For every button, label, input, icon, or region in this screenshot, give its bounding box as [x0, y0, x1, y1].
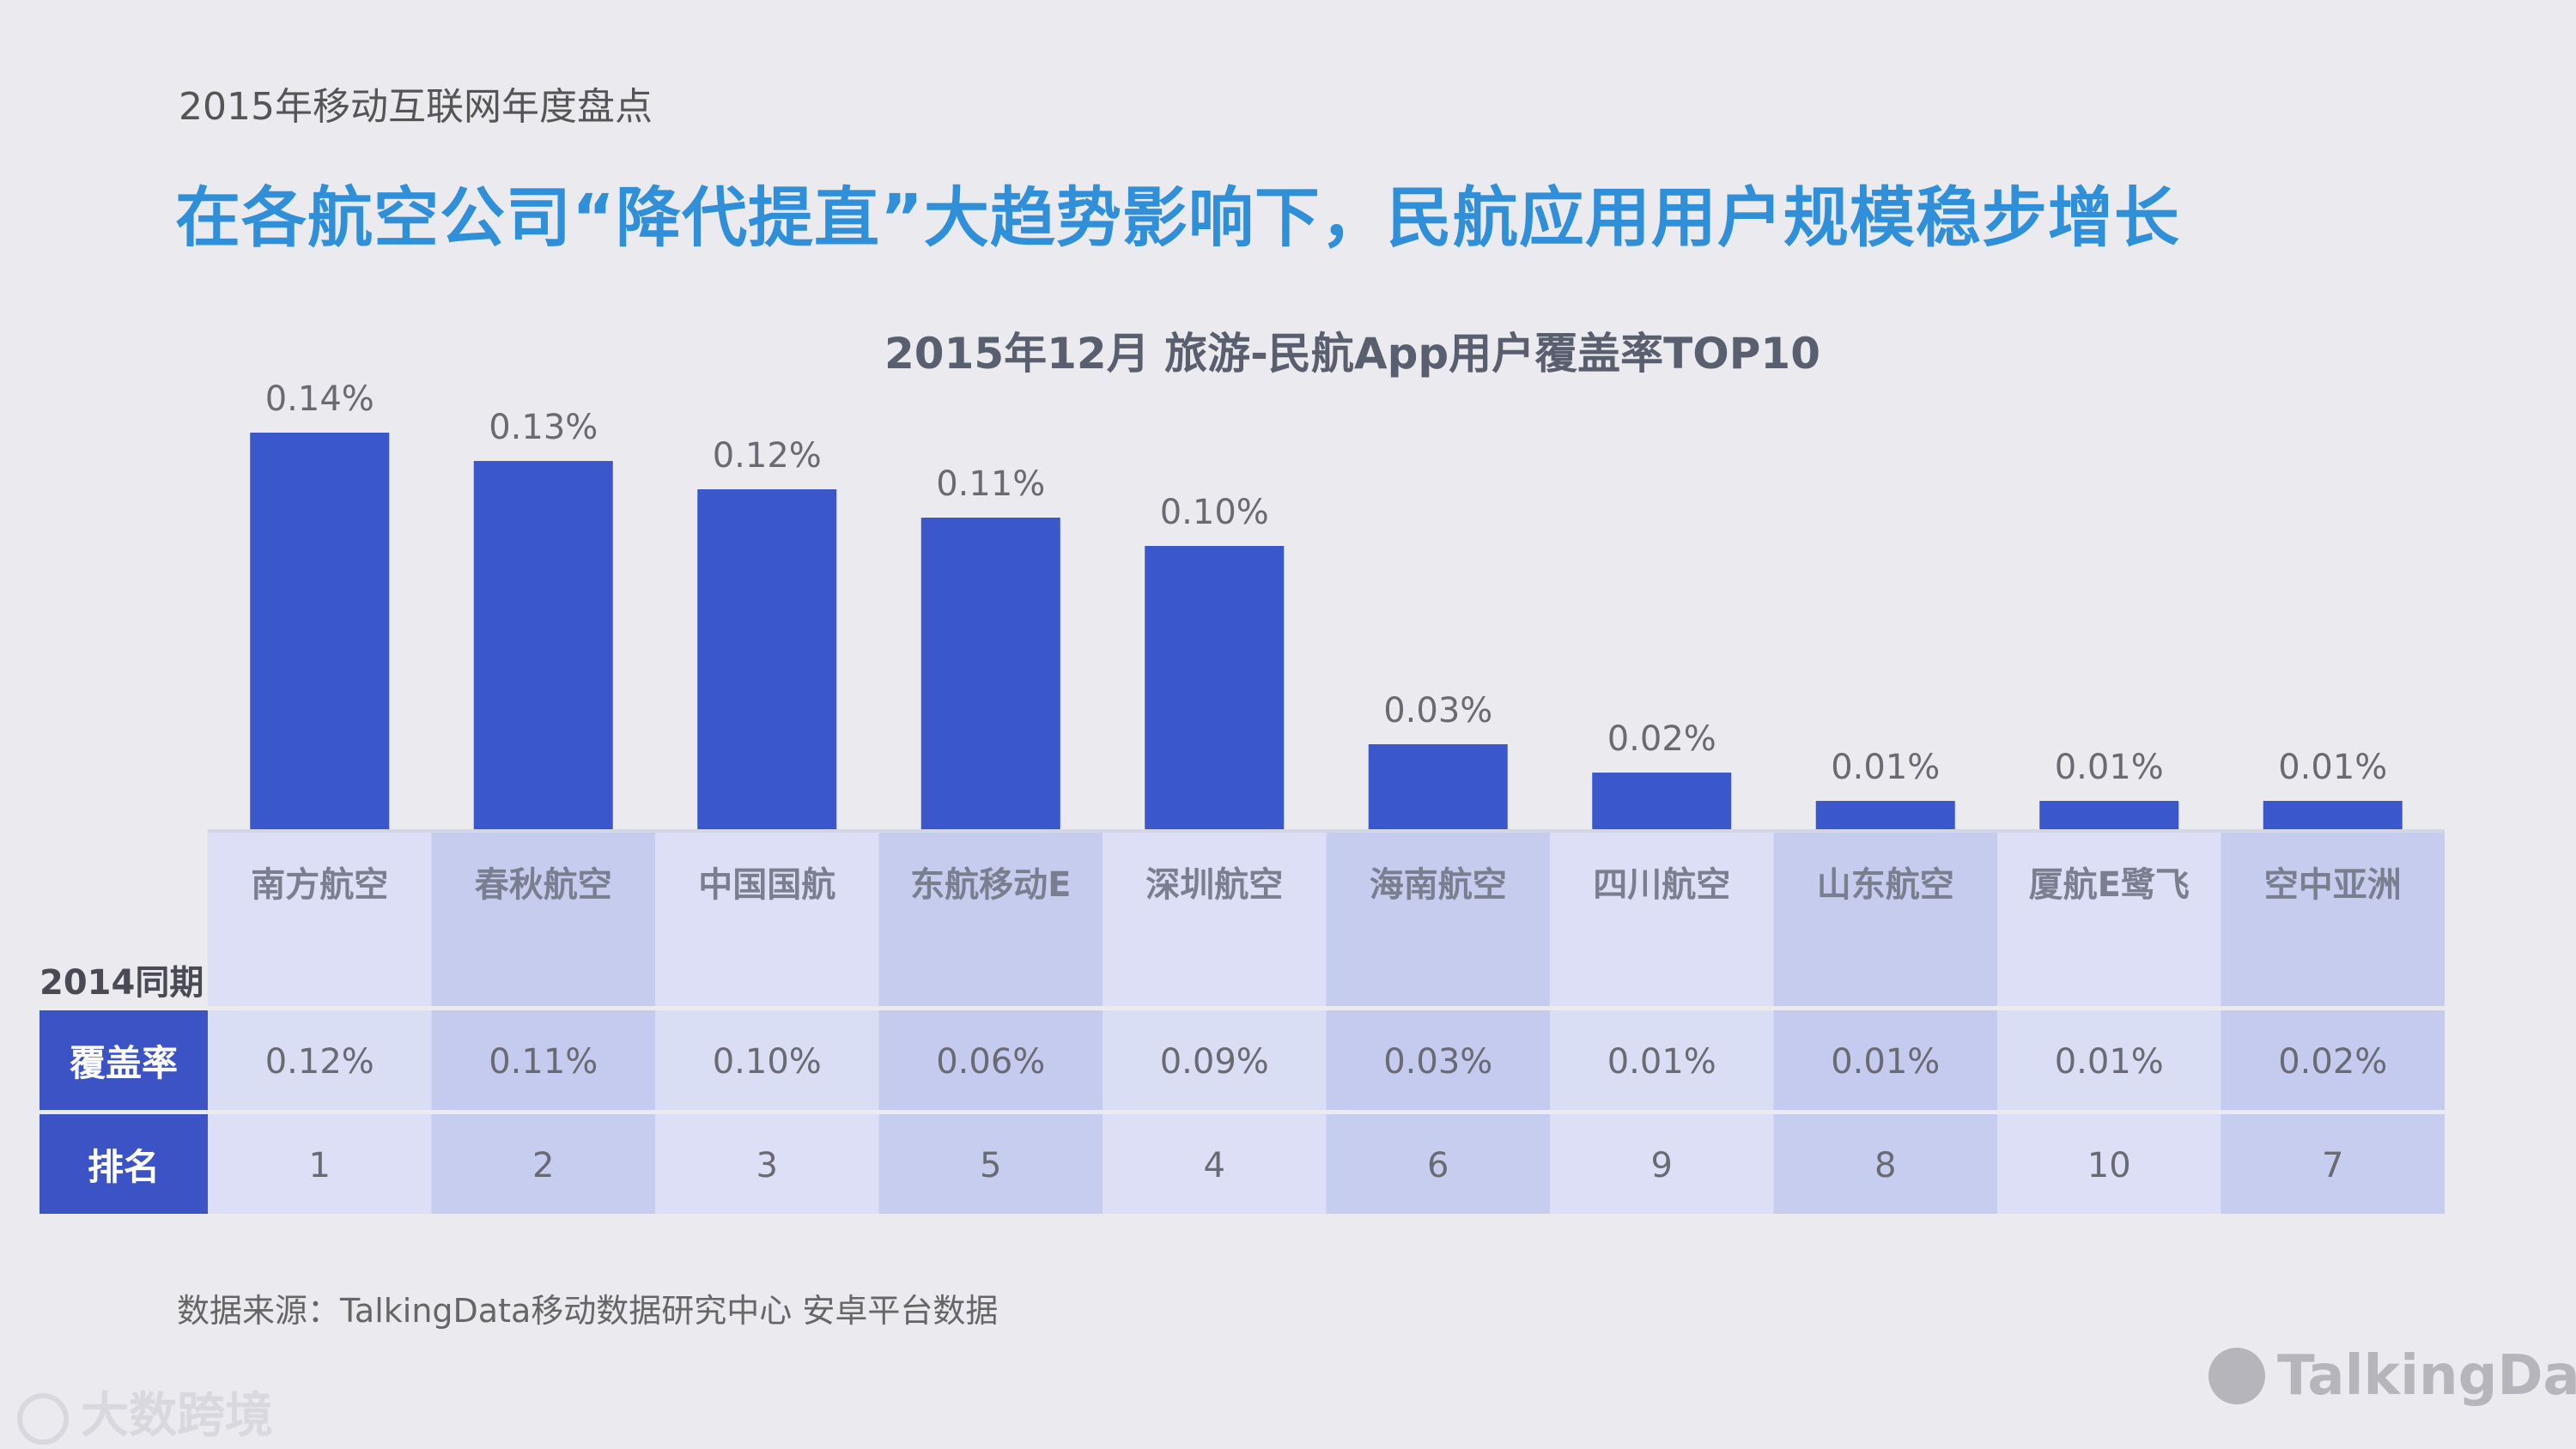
coverage-value: 0.11%: [489, 1042, 598, 1082]
rank-cell: [431, 1114, 655, 1214]
bar-8: [1815, 801, 1955, 829]
bar-10: [2263, 801, 2403, 829]
coverage-value: 0.03%: [1383, 1042, 1492, 1082]
category-label: 南方航空: [251, 865, 388, 905]
coverage-cell: [431, 1010, 655, 1110]
category-label: 海南航空: [1370, 865, 1507, 905]
coverage-value: 0.01%: [1607, 1042, 1716, 1082]
rank-value: 6: [1427, 1146, 1449, 1185]
watermark-logo-icon: [17, 1392, 69, 1445]
bar-1: [250, 433, 390, 829]
bar-value-label: 0.13%: [489, 408, 598, 447]
rank-value: 5: [980, 1146, 1001, 1185]
category-label: 四川航空: [1593, 865, 1730, 905]
bar-5: [1145, 546, 1285, 829]
bar-2: [473, 461, 613, 829]
category-cell: [2221, 833, 2445, 1006]
category-cell: [1997, 833, 2221, 1006]
category-label: 深圳航空: [1145, 865, 1283, 905]
category-cell: [1550, 833, 1774, 1006]
rank-row-header: 排名: [39, 1114, 208, 1214]
bar-4: [920, 518, 1060, 829]
rank-value: 2: [532, 1146, 554, 1185]
talkingdata-logo-icon: [2208, 1348, 2265, 1404]
bar-7: [1592, 773, 1732, 829]
rank-cell: [1326, 1114, 1550, 1214]
rank-value: 3: [756, 1146, 778, 1185]
rank-value: 8: [1874, 1146, 1896, 1185]
category-cell: [431, 833, 655, 1006]
category-label: 东航移动E: [910, 865, 1071, 905]
category-label: 厦航E鹭飞: [2029, 865, 2190, 905]
chart-title: 2015年12月 旅游-民航App用户覆盖率TOP10: [884, 329, 1820, 379]
coverage-cell: [1773, 1010, 1997, 1110]
category-cell: [878, 833, 1103, 1006]
category-label: 中国国航: [698, 865, 835, 905]
coverage-value: 0.09%: [1160, 1042, 1269, 1082]
rank-cell: [878, 1114, 1103, 1214]
rank-cell: [1103, 1114, 1327, 1214]
bar-value-label: 0.01%: [2055, 748, 2164, 787]
rank-cell: [1773, 1114, 1997, 1214]
rank-value: 1: [309, 1146, 331, 1185]
rank-cell: [655, 1114, 879, 1214]
bar-3: [697, 489, 837, 829]
coverage-cell: [1326, 1010, 1550, 1110]
coverage-value: 0.01%: [2055, 1042, 2164, 1082]
bar-value-label: 0.12%: [713, 436, 822, 476]
category-cell: [655, 833, 879, 1006]
table-group-label: 2014同期: [39, 963, 204, 1003]
coverage-cell: [208, 1010, 432, 1110]
bar-value-label: 0.11%: [936, 464, 1045, 504]
bar-value-label: 0.01%: [1831, 748, 1940, 787]
category-label: 山东航空: [1817, 865, 1954, 905]
coverage-row-header: 覆盖率: [39, 1010, 208, 1110]
bar-value-label: 0.03%: [1383, 691, 1492, 731]
coverage-value: 0.06%: [936, 1042, 1045, 1082]
rank-cell: [1550, 1114, 1774, 1214]
category-cell: [1103, 833, 1327, 1006]
report-tag: 2015年移动互联网年度盘点: [179, 85, 653, 129]
rank-cell: [1997, 1114, 2221, 1214]
category-label: 春秋航空: [475, 865, 612, 905]
coverage-cell: [1997, 1010, 2221, 1110]
rank-value: 10: [2087, 1146, 2131, 1185]
coverage-value: 0.12%: [265, 1042, 374, 1082]
data-source: 数据来源：TalkingData移动数据研究中心 安卓平台数据: [177, 1292, 999, 1330]
coverage-cell: [2221, 1010, 2445, 1110]
rank-value: 4: [1204, 1146, 1225, 1185]
category-cell: [1326, 833, 1550, 1006]
coverage-cell: [1103, 1010, 1327, 1110]
watermark-left: 大数跨境: [17, 1377, 273, 1446]
coverage-value: 0.01%: [1831, 1042, 1940, 1082]
coverage-cell: [878, 1010, 1103, 1110]
coverage-value: 0.02%: [2278, 1042, 2387, 1082]
category-cell: [1773, 833, 1997, 1006]
coverage-cell: [655, 1010, 879, 1110]
rank-cell: [2221, 1114, 2445, 1214]
category-label: 空中亚洲: [2264, 865, 2402, 905]
watermark-right-text: TalkingData: [2277, 1344, 2576, 1408]
bar-value-label: 0.14%: [265, 379, 374, 419]
rank-value: 7: [2322, 1146, 2343, 1185]
page-title: 在各航空公司“降代提直”大趋势影响下，民航应用用户规模稳步增长: [175, 179, 2180, 256]
category-cell: [208, 833, 432, 1006]
watermark-left-text: 大数跨境: [81, 1388, 273, 1444]
coverage-cell: [1550, 1010, 1774, 1110]
bar-value-label: 0.01%: [2278, 748, 2387, 787]
coverage-value: 0.10%: [713, 1042, 822, 1082]
bar-6: [1368, 744, 1508, 829]
bar-9: [2039, 801, 2179, 829]
rank-value: 9: [1651, 1146, 1673, 1185]
bar-value-label: 0.02%: [1607, 719, 1716, 759]
watermark-right: TalkingData: [2208, 1344, 2576, 1408]
rank-cell: [208, 1114, 432, 1214]
bar-value-label: 0.10%: [1160, 493, 1269, 532]
